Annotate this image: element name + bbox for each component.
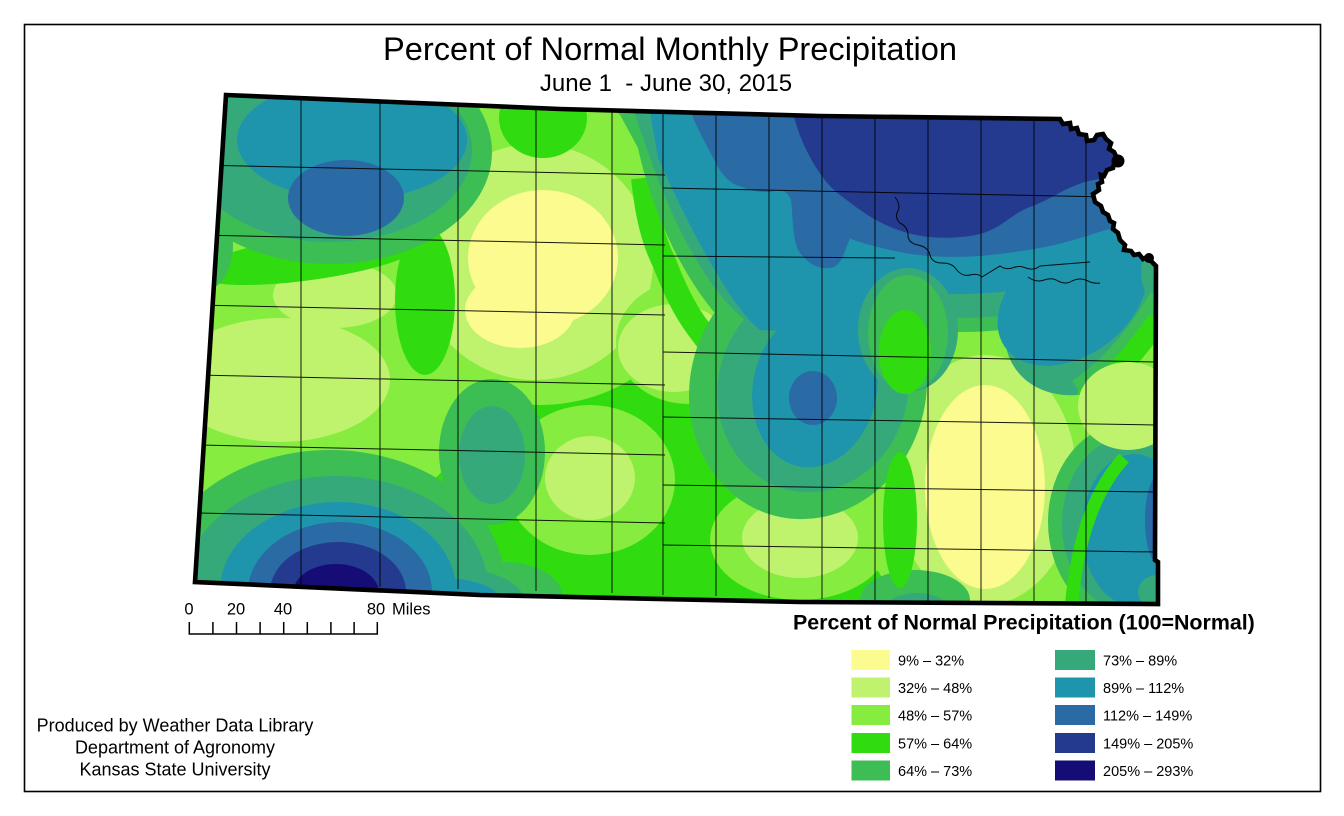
- svg-text:Department of Agronomy: Department of Agronomy: [75, 738, 275, 758]
- svg-text:40: 40: [274, 601, 292, 619]
- svg-text:9% – 32%: 9% – 32%: [898, 654, 964, 670]
- svg-text:57% – 64%: 57% – 64%: [898, 737, 972, 753]
- svg-text:20: 20: [227, 601, 245, 619]
- svg-text:Percent of Normal Precipitatio: Percent of Normal Precipitation (100=Nor…: [793, 611, 1255, 635]
- svg-text:149% – 205%: 149% – 205%: [1103, 737, 1193, 753]
- svg-text:0: 0: [184, 601, 193, 619]
- svg-text:Percent of Normal Monthly Prec: Percent of Normal Monthly Precipitation: [383, 30, 957, 67]
- svg-text:48% – 57%: 48% – 57%: [898, 709, 972, 725]
- svg-text:112% – 149%: 112% – 149%: [1103, 709, 1192, 725]
- svg-text:Kansas State University: Kansas State University: [79, 760, 270, 780]
- svg-text:89% – 112%: 89% – 112%: [1103, 681, 1184, 697]
- svg-text:Produced by Weather Data Libra: Produced by Weather Data Library: [37, 716, 314, 736]
- svg-text:205% – 293%: 205% – 293%: [1103, 764, 1193, 780]
- svg-text:32% – 48%: 32% – 48%: [898, 681, 972, 697]
- svg-text:80: 80: [367, 601, 385, 619]
- svg-text:June 1 - June 30, 2015: June 1 - June 30, 2015: [540, 70, 792, 97]
- svg-text:64% – 73%: 64% – 73%: [898, 764, 972, 780]
- svg-text:Miles: Miles: [392, 601, 431, 619]
- svg-text:73% – 89%: 73% – 89%: [1103, 654, 1177, 670]
